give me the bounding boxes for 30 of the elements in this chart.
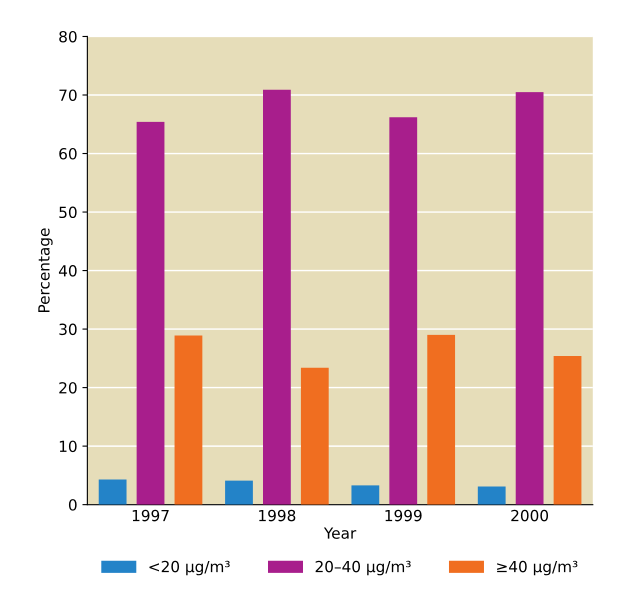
bar <box>300 368 329 505</box>
x-tick-label: 2000 <box>511 510 548 522</box>
bar <box>389 117 418 505</box>
bar <box>136 122 164 505</box>
y-tick-label: 30 <box>59 324 77 336</box>
legend-label: <20 µg/m³ <box>149 560 230 576</box>
bar <box>225 480 253 505</box>
legend-label: ≥40 µg/m³ <box>497 560 578 576</box>
y-axis-title: Percentage <box>38 228 53 312</box>
y-tick-label: 40 <box>58 265 77 277</box>
legend-label: 20–40 µg/m³ <box>316 560 411 576</box>
y-tick-label: 10 <box>60 440 77 452</box>
bar <box>263 90 291 505</box>
y-tick-label: 80 <box>59 30 77 42</box>
bar <box>98 479 127 505</box>
x-axis-title: Year <box>324 528 356 539</box>
bar <box>478 486 506 505</box>
y-tick-label: 20 <box>59 382 77 394</box>
bar <box>174 336 202 505</box>
y-tick-label: 0 <box>68 499 77 511</box>
y-tick-label: 60 <box>59 148 77 160</box>
y-tick-label: 50 <box>59 206 77 218</box>
bar <box>516 92 544 505</box>
x-tick-label: 1998 <box>259 510 296 522</box>
x-tick-label: 1999 <box>385 510 422 522</box>
bar <box>554 356 582 505</box>
bar <box>351 485 380 505</box>
bar <box>427 334 456 505</box>
x-tick-label: 1997 <box>132 510 169 522</box>
y-tick-label: 70 <box>59 89 77 102</box>
